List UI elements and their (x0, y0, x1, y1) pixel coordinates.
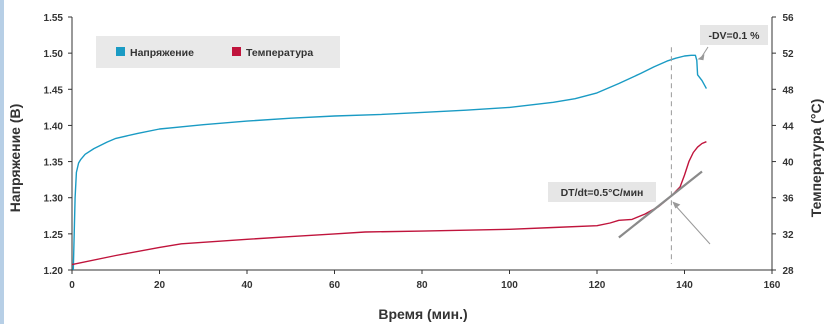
legend-label-temperature: Температура (246, 47, 313, 59)
dv-callout-box (700, 25, 768, 45)
y-left-tick-label: 1.25 (44, 230, 64, 241)
x-tick-label: 100 (501, 280, 518, 291)
dv-callout-leader (701, 46, 709, 58)
y-left-tick-label: 1.45 (44, 85, 64, 96)
dtdt-callout-box (548, 182, 656, 202)
legend-swatch-voltage (116, 47, 125, 56)
y-right-tick-label: 48 (782, 85, 794, 96)
y-left-tick-label: 1.30 (44, 194, 64, 205)
tangent-line (618, 170, 703, 239)
y-right-tick-label: 36 (782, 194, 794, 205)
dtdt-callout-arrowhead (672, 201, 681, 209)
x-tick-label: 60 (329, 280, 341, 291)
y-right-tick-label: 52 (782, 49, 794, 60)
y-right-tick-label: 32 (782, 230, 794, 241)
x-tick-label: 120 (589, 280, 606, 291)
temperature-series-line (71, 141, 707, 266)
y-left-tick-label: 1.20 (44, 266, 64, 277)
x-tick-label: 40 (241, 280, 253, 291)
x-tick-label: 20 (154, 280, 166, 291)
dtdt-callout-label: DT/dt=0.5°C/мин (561, 187, 644, 199)
legend-label-voltage: Напряжение (130, 47, 194, 59)
dv-callout-arrowhead (697, 54, 705, 61)
y-right-tick-label: 28 (782, 266, 794, 277)
voltage-series-line (72, 54, 708, 271)
x-tick-label: 160 (764, 280, 781, 291)
y-right-tick-label: 40 (782, 158, 794, 169)
x-tick-label: 140 (676, 280, 693, 291)
legend: Напряжение Температура (96, 36, 340, 68)
series-layer (71, 54, 708, 271)
y-right-tick-label: 56 (782, 13, 794, 24)
y-left-tick-label: 1.35 (44, 158, 64, 169)
x-tick-label: 80 (416, 280, 428, 291)
y-left-tick-label: 1.55 (44, 13, 64, 24)
y-left-tick-label: 1.40 (44, 121, 64, 132)
y-axis-left-title: Напряжение (В) (7, 104, 23, 213)
dtdt-callout-leader (675, 205, 711, 245)
legend-box (96, 36, 340, 68)
legend-swatch-temperature (232, 47, 241, 56)
axis-labels: Время (мин.) Напряжение (В) Температура … (7, 99, 824, 322)
x-tick-label: 0 (69, 280, 75, 291)
y-left-tick-label: 1.50 (44, 49, 64, 60)
y-right-tick-label: 44 (782, 121, 794, 132)
dv-callout-label: -DV=0.1 % (708, 30, 760, 42)
annotations: -DV=0.1 % DT/dt=0.5°C/мин (548, 25, 768, 264)
y-axis-right-title: Температура (°C) (808, 99, 824, 217)
page-edge-strip (0, 0, 4, 324)
axes: 0 20 40 60 80 100 120 140 160 1.20 1.25 1.30 1.35 1.4… (44, 13, 794, 291)
x-axis-title: Время (мин.) (378, 306, 467, 322)
